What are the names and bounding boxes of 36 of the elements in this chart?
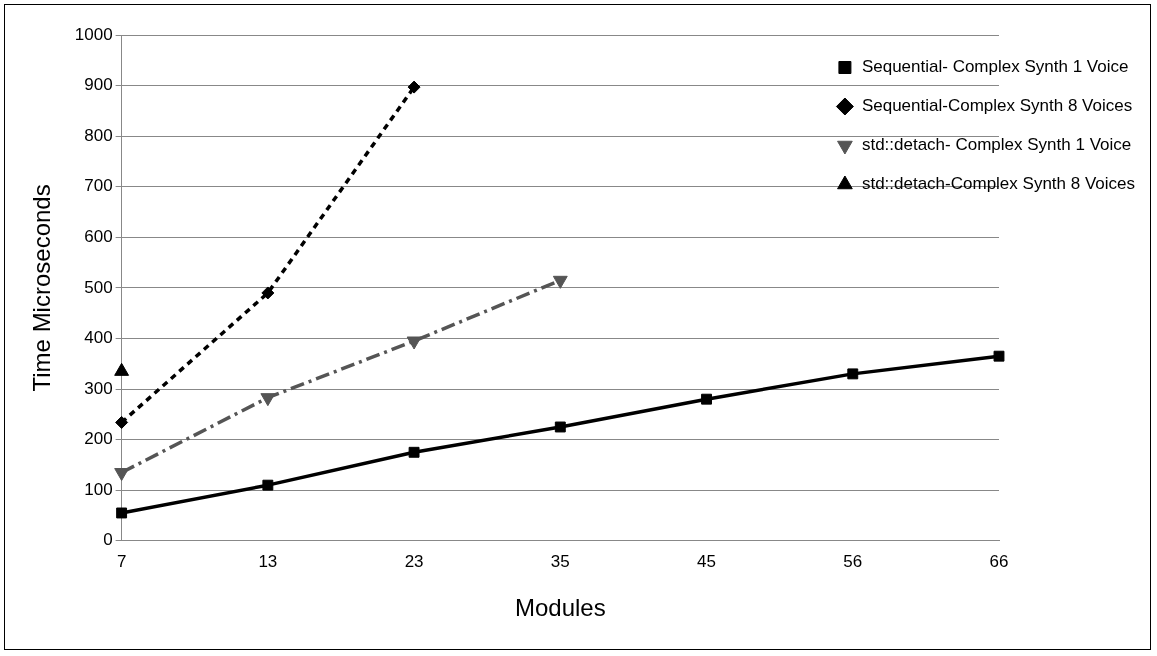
legend-label: std::detach-Complex Synth 8 Voices xyxy=(861,174,1136,194)
point xyxy=(701,393,712,405)
x-tick-label: 7 xyxy=(116,551,127,571)
y-tick-label: 600 xyxy=(84,227,113,247)
x-axis-title: Modules xyxy=(514,594,606,622)
y-tick-label: 700 xyxy=(84,176,113,196)
point xyxy=(847,368,859,380)
x-tick-label: 35 xyxy=(550,551,570,571)
y-tick-label: 1000 xyxy=(74,24,113,44)
point xyxy=(407,80,421,94)
legend-label: std::detach- Complex Synth 1 Voice xyxy=(861,135,1132,155)
y-tick-label: 200 xyxy=(84,429,113,449)
legend-label: Sequential-Complex Synth 8 Voices xyxy=(861,96,1133,116)
point xyxy=(262,479,274,491)
x-tick-label: 66 xyxy=(989,551,1009,571)
y-tick-label: 900 xyxy=(84,75,113,95)
legend-label: Sequential- Complex Synth 1 Voice xyxy=(861,57,1129,77)
point xyxy=(116,507,128,519)
y-axis-title: Time Microseconds xyxy=(28,184,56,392)
point xyxy=(552,275,568,289)
point xyxy=(406,336,422,350)
point xyxy=(115,415,129,429)
y-tick-label: 500 xyxy=(84,277,113,297)
x-tick-label: 13 xyxy=(258,551,278,571)
y-tick-label: 300 xyxy=(84,378,113,398)
x-tick-label: 56 xyxy=(843,551,863,571)
y-tick-label: 400 xyxy=(84,328,113,348)
point xyxy=(993,350,1005,362)
point xyxy=(408,446,420,458)
y-tick-label: 0 xyxy=(103,530,113,550)
y-tick-label: 800 xyxy=(84,125,113,145)
x-tick-label: 23 xyxy=(404,551,424,571)
x-tick-label: 45 xyxy=(697,551,716,571)
point xyxy=(554,421,566,433)
y-tick-label: 100 xyxy=(84,479,113,499)
point xyxy=(261,286,275,300)
